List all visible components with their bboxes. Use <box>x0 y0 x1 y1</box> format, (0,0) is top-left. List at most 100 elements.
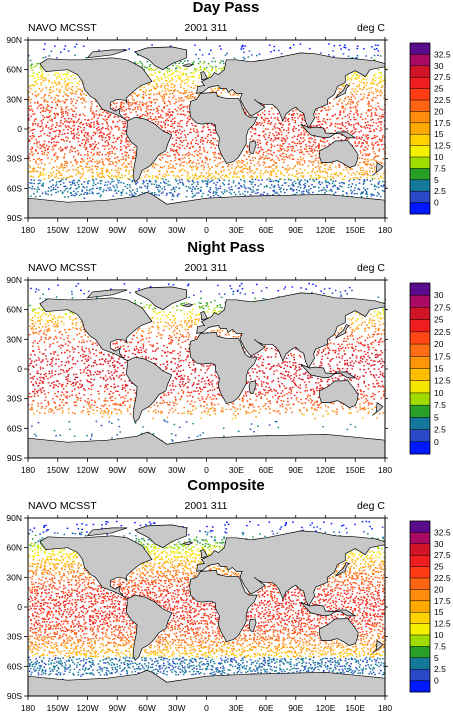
sst-point <box>177 158 180 160</box>
sst-point <box>218 179 221 182</box>
sst-point <box>130 104 132 106</box>
sst-point <box>216 306 219 308</box>
sst-point <box>51 138 53 141</box>
sst-point <box>179 104 181 107</box>
sst-point <box>350 92 352 94</box>
sst-point <box>282 373 284 375</box>
sst-point <box>193 71 196 73</box>
sst-point <box>355 136 358 138</box>
sst-point <box>285 357 288 359</box>
sst-point <box>250 183 253 185</box>
sst-point <box>58 90 60 92</box>
sst-point <box>276 119 279 121</box>
sst-point <box>72 137 74 139</box>
sst-point <box>188 91 190 94</box>
sst-point <box>346 114 349 116</box>
sst-point <box>86 181 89 183</box>
sst-point <box>355 177 357 179</box>
sst-point <box>240 186 243 188</box>
sst-point <box>35 83 38 85</box>
sst-point <box>39 368 42 370</box>
sst-point <box>50 190 52 192</box>
sst-point <box>188 97 190 100</box>
sst-point <box>210 301 212 303</box>
sst-point <box>360 138 362 140</box>
sst-point <box>376 353 378 356</box>
sst-point <box>123 106 125 108</box>
sst-point <box>340 139 343 141</box>
sst-point <box>304 169 306 171</box>
sst-point <box>372 151 375 153</box>
sst-point <box>163 95 166 98</box>
sst-point <box>211 66 214 68</box>
sst-point <box>120 168 122 170</box>
sst-point <box>36 101 39 103</box>
sst-point <box>43 77 45 80</box>
sst-point <box>59 172 62 174</box>
sst-point <box>69 328 71 331</box>
sst-point <box>35 63 38 65</box>
sst-point <box>257 188 259 191</box>
sst-point <box>106 140 108 142</box>
sst-point <box>145 180 148 182</box>
sst-point <box>71 100 73 103</box>
sst-point <box>112 121 115 124</box>
sst-point <box>83 93 85 95</box>
sst-point <box>60 163 63 165</box>
sst-point <box>76 136 78 139</box>
sst-point <box>322 176 324 178</box>
sst-point <box>192 166 195 168</box>
sst-point <box>339 172 341 174</box>
sst-point <box>130 166 133 168</box>
sst-point <box>274 162 277 164</box>
sst-point <box>103 164 105 166</box>
sst-point <box>259 124 262 126</box>
sst-point <box>375 88 377 90</box>
sst-point <box>245 167 247 170</box>
sst-point <box>275 191 278 194</box>
sst-point <box>30 182 33 184</box>
sst-point <box>168 328 171 330</box>
sst-point <box>41 145 43 148</box>
sst-point <box>42 333 45 335</box>
sst-point <box>170 83 173 85</box>
sst-point <box>66 99 68 101</box>
sst-point <box>175 336 177 339</box>
sst-point <box>291 182 294 184</box>
sst-point <box>264 138 267 141</box>
sst-point <box>342 110 345 112</box>
sst-point <box>312 177 314 179</box>
sst-point <box>153 193 156 196</box>
sst-point <box>29 304 31 307</box>
sst-point <box>126 187 129 189</box>
sst-point <box>38 135 40 138</box>
sst-point <box>154 350 156 352</box>
sst-point <box>40 171 42 174</box>
sst-point <box>109 360 111 362</box>
sst-point <box>168 165 170 167</box>
sst-point <box>292 362 295 364</box>
sst-point <box>64 80 66 82</box>
sst-point <box>241 165 243 168</box>
sst-point <box>93 121 95 124</box>
sst-point <box>50 362 53 364</box>
sst-point <box>324 130 327 132</box>
sst-point <box>367 163 369 165</box>
sst-point <box>173 350 176 352</box>
sst-point <box>73 179 75 182</box>
sst-point <box>294 121 296 124</box>
sst-point <box>137 341 140 343</box>
sst-point <box>101 161 103 164</box>
sst-point <box>210 177 212 180</box>
sst-point <box>223 191 226 193</box>
sst-point <box>377 178 380 180</box>
sst-point <box>40 308 43 310</box>
sst-point <box>338 368 341 370</box>
sst-point <box>183 161 186 163</box>
sst-point <box>243 154 246 157</box>
sst-point <box>186 178 189 180</box>
sst-point <box>75 107 77 109</box>
sst-point <box>81 359 83 362</box>
sst-point <box>103 148 106 150</box>
sst-point <box>183 139 185 142</box>
